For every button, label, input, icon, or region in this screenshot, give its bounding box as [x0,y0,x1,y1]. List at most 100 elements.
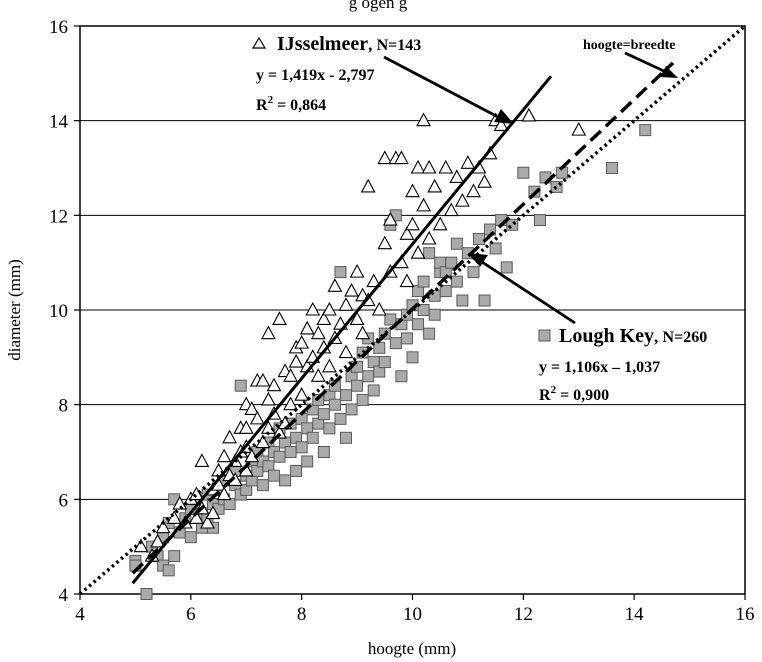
lough-key-point [389,337,402,350]
ijsselmeer-point [216,486,232,501]
x-tick-label: 8 [297,604,307,625]
y-axis-title: diameter (mm) [5,259,24,361]
ijsselmeer-point [571,121,587,136]
ijsselmeer-point [366,273,382,288]
arrowhead-lough-key [468,253,488,267]
ijsselmeer-point [321,301,337,316]
ijsselmeer-point [294,334,310,349]
ijsselmeer-point [310,368,326,382]
lough-key-point [267,469,280,482]
svg-text:R2 = 0,900: R2 = 0,900 [539,384,609,404]
ijsselmeer-point [460,155,476,169]
ijsselmeer-point [272,311,287,326]
ijsselmeer-point [349,311,365,326]
arrow-ijsselmeer [383,55,501,120]
ijsselmeer-point [205,505,221,520]
triangle-open-icon [251,36,267,49]
lough-key-point [506,218,519,231]
y-tick-label: 16 [49,17,68,38]
ijsselmeer-point [283,396,299,411]
ijsselmeer-point [200,514,215,529]
lough-key-point [223,498,236,511]
svg-text:R2 = 0,864: R2 = 0,864 [256,94,326,114]
r2-sup-ijsselmeer: 2 [268,94,274,106]
trendline-lough-key [131,61,675,575]
lough-key-point [290,464,303,477]
ijsselmeer-point [249,410,265,425]
lough-key-point [351,379,364,392]
lough-key-point [395,370,408,383]
r2-prefix-lough-key: R [539,387,551,404]
lough-key-point [323,422,336,435]
lough-key-point [445,256,458,269]
lough-key-point [367,384,380,397]
lough-key-point [306,431,319,444]
ijsselmeer-point [393,150,409,165]
series-name-ijsselmeer: IJsselmeer [277,33,368,55]
annotation-arrows [383,51,678,325]
ijsselmeer-point [360,178,376,193]
ijsselmeer-point [382,211,398,226]
lough-key-point [356,393,369,406]
reference-line-label: hoogte=breedte [583,38,675,53]
ijsselmeer-point [272,424,287,439]
lough-key-point [184,531,197,544]
ijsselmeer-point [338,344,354,359]
lough-key-point [489,242,502,255]
ijsselmeer-point [416,112,432,127]
ijsselmeer-point [194,453,210,468]
ijsselmeer-point [260,325,276,340]
ijsselmeer-point [443,202,459,217]
lough-key-point [406,351,419,364]
ijsselmeer-point [377,150,393,165]
ijsselmeer-point [416,197,432,212]
ijsselmeer-point [266,377,282,392]
ijsselmeer-point [294,387,310,401]
lough-key-point [378,356,391,369]
ijsselmeer-point [399,226,415,240]
lough-key-point [450,275,463,288]
arrow-reference [624,51,667,74]
lough-key-point [423,327,436,340]
ijsselmeer-point [405,216,420,231]
ijsselmeer-point [410,159,426,174]
lough-key-point [168,550,181,563]
ijsselmeer-point [377,235,393,250]
trendline-ijsselmeer [131,75,553,585]
lough-key-point [345,403,358,416]
ijsselmeer-point [405,183,420,198]
lough-key-point [234,379,247,392]
ijsselmeer-point [255,372,271,387]
data-points [129,107,652,600]
ijsselmeer-point [288,353,304,368]
lough-key-point [478,294,491,307]
ijsselmeer-point [432,216,448,231]
lough-key-point [317,446,330,458]
ijsselmeer-point [172,495,188,510]
lough-key-point [500,261,513,274]
lough-key-point [284,446,297,458]
ijsselmeer-point [449,169,465,184]
ijsselmeer-point [316,311,332,326]
ijsselmeer-point [338,297,354,311]
lough-key-point [362,370,375,383]
x-tick-label: 6 [186,604,196,625]
ijsselmeer-point [305,301,321,316]
lough-key-point [606,162,618,174]
reference-line [78,24,747,596]
ijsselmeer-point [321,358,337,373]
x-tick-label: 10 [403,604,422,625]
ijsselmeer-point [327,278,343,292]
legend-ijsselmeer: IJsselmeer, N=143 y = 1,419x - 2,797 R2 … [251,33,421,114]
ijsselmeer-point [521,107,537,122]
lough-key-point [334,412,347,425]
ijsselmeer-point [421,230,437,245]
square-filled-icon [538,329,551,342]
lough-key-point [467,266,480,279]
lough-key-point [639,124,652,137]
ijsselmeer-point [371,301,387,316]
lough-key-point [295,441,308,454]
ijsselmeer-point [310,325,326,340]
lough-key-point [456,294,469,307]
lough-key-point [400,332,413,345]
